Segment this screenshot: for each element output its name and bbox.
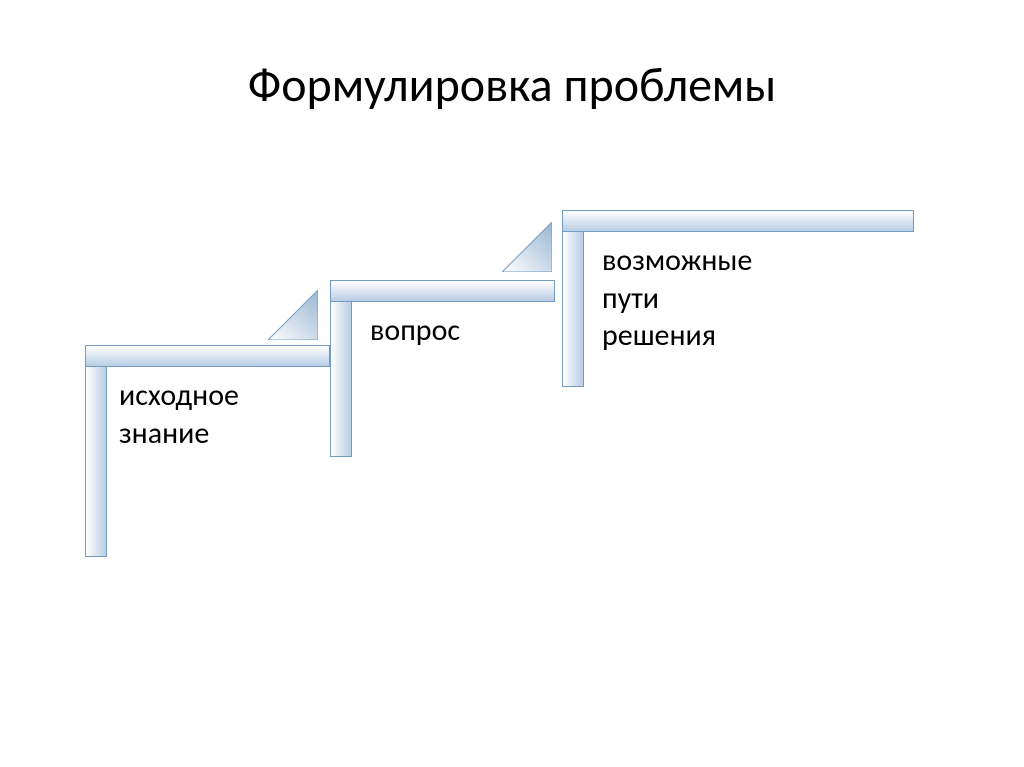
step-1-label: исходное знание <box>119 377 239 452</box>
step-1-bar-left <box>85 367 107 557</box>
step-3-bar-top <box>562 210 914 232</box>
step-3-bar-left <box>562 232 584 387</box>
step-3-label: возможные пути решения <box>602 242 752 355</box>
step-arrow-icon <box>268 290 318 340</box>
slide: Формулировка проблемы исходное знание во… <box>0 0 1024 767</box>
step-2-label: вопрос <box>370 312 460 350</box>
step-arrow-icon <box>502 222 552 272</box>
step-1-bar-top <box>85 345 330 367</box>
step-2-bar-top <box>330 280 555 302</box>
step-2-bar-left <box>330 302 352 457</box>
slide-title: Формулировка проблемы <box>0 55 1024 114</box>
